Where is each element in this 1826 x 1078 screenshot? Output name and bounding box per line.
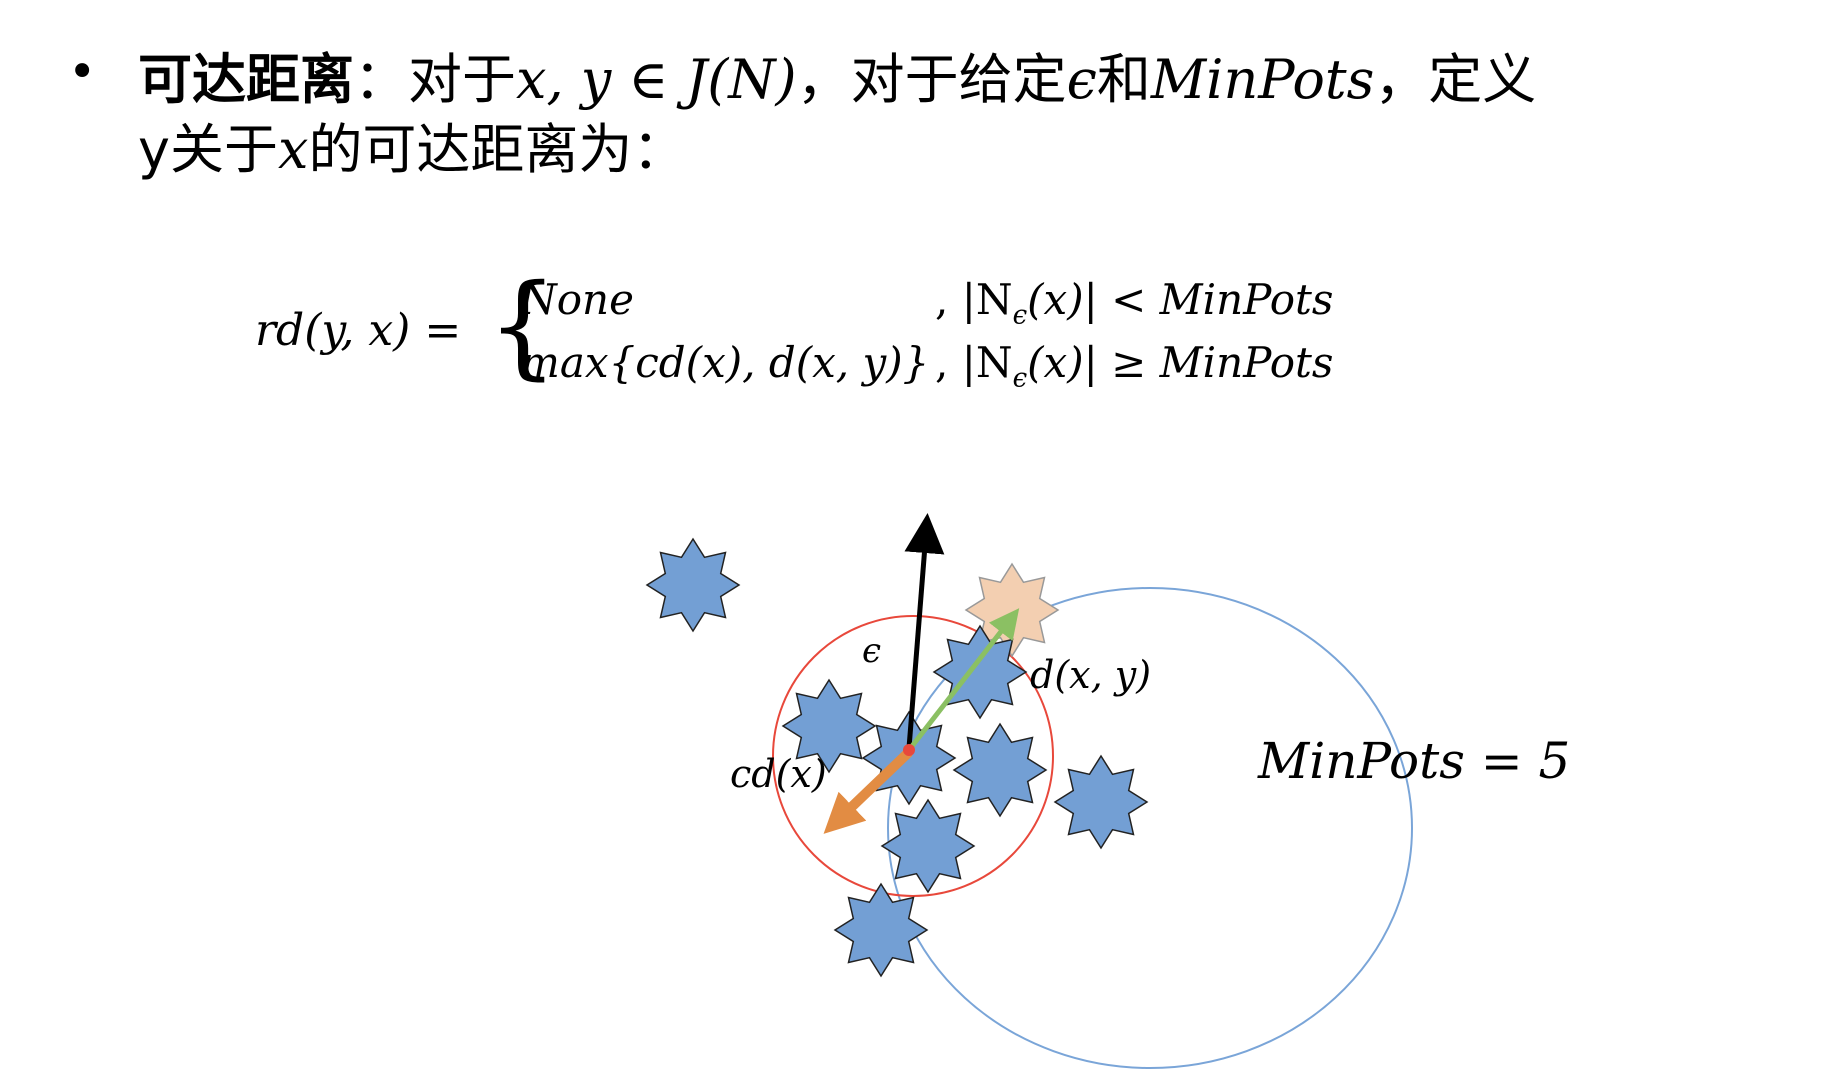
star-outlier-top-left (645, 537, 741, 633)
formula-brace: { (487, 261, 559, 391)
star-neighbor-1 (932, 624, 1028, 720)
epsilon-label: ϵ (862, 631, 881, 671)
bullet-marker: • (68, 44, 97, 100)
math-xy-in-jn: x, y ∈ J(N) (516, 48, 797, 111)
case-2-value: max{cd(x), d(x, y)} (520, 338, 930, 387)
star-outlier-bottom (833, 882, 929, 978)
epsilon-radius-arrow (904, 513, 945, 749)
text-reach-distance: 的可达距离为： (308, 118, 687, 181)
center-point-x (903, 744, 915, 756)
star-neighbor-3 (952, 722, 1048, 818)
math-minpots: MinPots (1150, 48, 1375, 111)
text-for: 对于 (408, 48, 516, 111)
case-1-condition: , |Nϵ(x)| < MinPots (935, 275, 1334, 331)
heading-line-2: y关于x的可达距离为： (138, 118, 686, 183)
core-distance-label: cd(x) (730, 752, 827, 796)
star-outlier-right (1053, 754, 1149, 850)
term-colon: ： (354, 48, 408, 111)
formula-lhs: rd(y, x) = (255, 305, 462, 356)
text-given: ，对于给定 (796, 48, 1067, 111)
text-y-about: y关于 (138, 118, 278, 181)
core-distance-arrow (823, 748, 913, 834)
star-neighbor-2 (781, 678, 877, 774)
reachability-formula: rd(y, x) = { None , |Nϵ(x)| < MinPots ma… (255, 265, 1405, 405)
star-neighbor-4 (880, 798, 976, 894)
heading-line-1: 可达距离：对于x, y ∈ J(N)，对于给定ϵ和MinPots，定义 (138, 48, 1536, 113)
text-and: 和 (1096, 48, 1151, 111)
text-define: ，定义 (1374, 48, 1537, 111)
reachability-diagram: ϵ d(x, y) cd(x) MinPots = 5 (645, 513, 1570, 1069)
minpots-neighborhood-ellipse (887, 587, 1413, 1069)
distance-xy-label: d(x, y) (1030, 653, 1151, 697)
case-2-condition: , |Nϵ(x)| ≥ MinPots (935, 338, 1334, 394)
epsilon-circle (772, 615, 1054, 897)
slide-heading: • 可达距离：对于x, y ∈ J(N)，对于给定ϵ和MinPots，定义 y关… (0, 0, 1826, 260)
minpots-label: MinPots = 5 (1257, 732, 1570, 790)
math-epsilon: ϵ (1066, 48, 1097, 111)
term-title: 可达距离 (138, 48, 354, 111)
case-1-value: None (520, 275, 634, 324)
distance-xy-arrow (907, 608, 1020, 752)
math-x: x (277, 118, 309, 181)
